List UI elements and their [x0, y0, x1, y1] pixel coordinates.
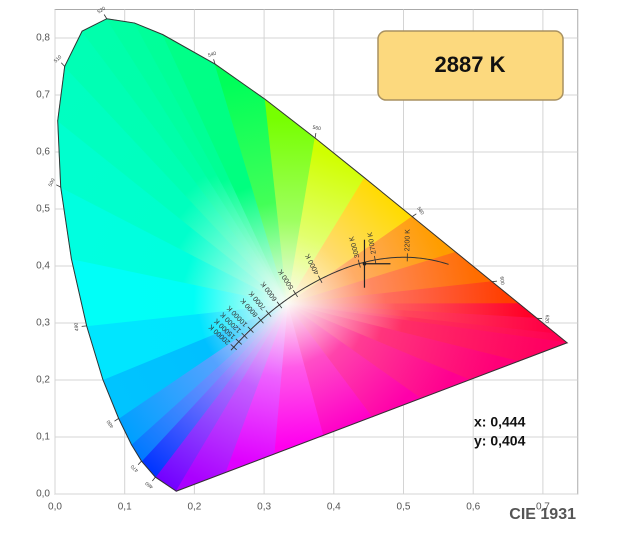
- y-tick-label: 0,2: [36, 375, 50, 386]
- cct-tick: [247, 326, 254, 333]
- y-tick-label: 0,5: [36, 204, 50, 215]
- x-tick-label: 0,0: [48, 502, 62, 513]
- planckian-locus: [230, 256, 449, 351]
- x-tick-label: 0,4: [327, 502, 341, 513]
- wavelength-label: 510: [53, 54, 63, 64]
- wavelength-label: 500: [48, 177, 57, 187]
- wavelength-tick: [103, 14, 108, 19]
- y-tick-label: 0,0: [36, 489, 50, 500]
- x-tick-label: 0,2: [187, 502, 201, 513]
- wavelength-label: 560: [312, 125, 321, 132]
- cct-box: [377, 30, 564, 101]
- cct-tick: [374, 255, 377, 264]
- wavelength-label: 520: [96, 6, 106, 16]
- wavelength-label: 480: [106, 418, 116, 428]
- wavelength-tick: [213, 59, 216, 65]
- cct-tick: [357, 259, 361, 268]
- x-tick-label: 0,3: [257, 502, 271, 513]
- wavelength-label: 580: [415, 206, 425, 216]
- x-tick-label: 0,1: [118, 502, 132, 513]
- cct-tick: [230, 344, 237, 351]
- x-coordinate: x: 0,444: [474, 414, 526, 430]
- wavelength-tick: [314, 133, 317, 139]
- y-tick-label: 0,7: [36, 90, 50, 101]
- wavelength-tick: [81, 325, 87, 327]
- cct-tick: [257, 317, 264, 324]
- wavelength-tick: [491, 280, 498, 283]
- cct-tick: [265, 310, 272, 317]
- x-tick-label: 0,5: [397, 502, 411, 513]
- cct-value: 2887 K: [435, 52, 506, 77]
- cct-tick: [292, 290, 298, 298]
- x-tick-label: 0,7: [536, 502, 550, 513]
- y-tick-label: 0,6: [36, 147, 50, 158]
- y-tick-label: 0,3: [36, 318, 50, 329]
- cct-tick: [235, 338, 242, 345]
- wavelength-tick: [152, 476, 156, 482]
- wavelength-tick: [411, 213, 417, 217]
- chart-title: CIE 1931: [509, 506, 576, 523]
- wavelength-label: 540: [207, 51, 217, 59]
- gamut: [57, 18, 569, 492]
- wavelength-tick: [114, 418, 119, 422]
- wavelength-label: 600: [498, 276, 505, 285]
- wavelength-tick: [137, 460, 142, 465]
- cct-label: 2200 K: [404, 229, 411, 252]
- cct-tick: [276, 301, 283, 309]
- x-tick-label: 0,6: [466, 502, 480, 513]
- wavelength-label: 490: [74, 322, 81, 331]
- wavelength-label: 620: [543, 314, 549, 323]
- y-tick-label: 0,4: [36, 261, 50, 272]
- wavelength-label: 460: [144, 480, 154, 490]
- cct-tick: [241, 332, 248, 339]
- cct-label: 2700 K: [367, 231, 378, 254]
- y-coordinate: y: 0,404: [474, 433, 526, 449]
- measured-point: [362, 261, 367, 266]
- spectral-locus: [57, 18, 569, 492]
- y-tick-label: 0,1: [36, 432, 50, 443]
- y-tick-label: 0,8: [36, 33, 50, 44]
- wavelength-tick: [60, 62, 65, 67]
- wavelength-label: 470: [130, 463, 140, 473]
- cct-tick: [317, 275, 323, 284]
- wavelength-tick: [56, 184, 61, 188]
